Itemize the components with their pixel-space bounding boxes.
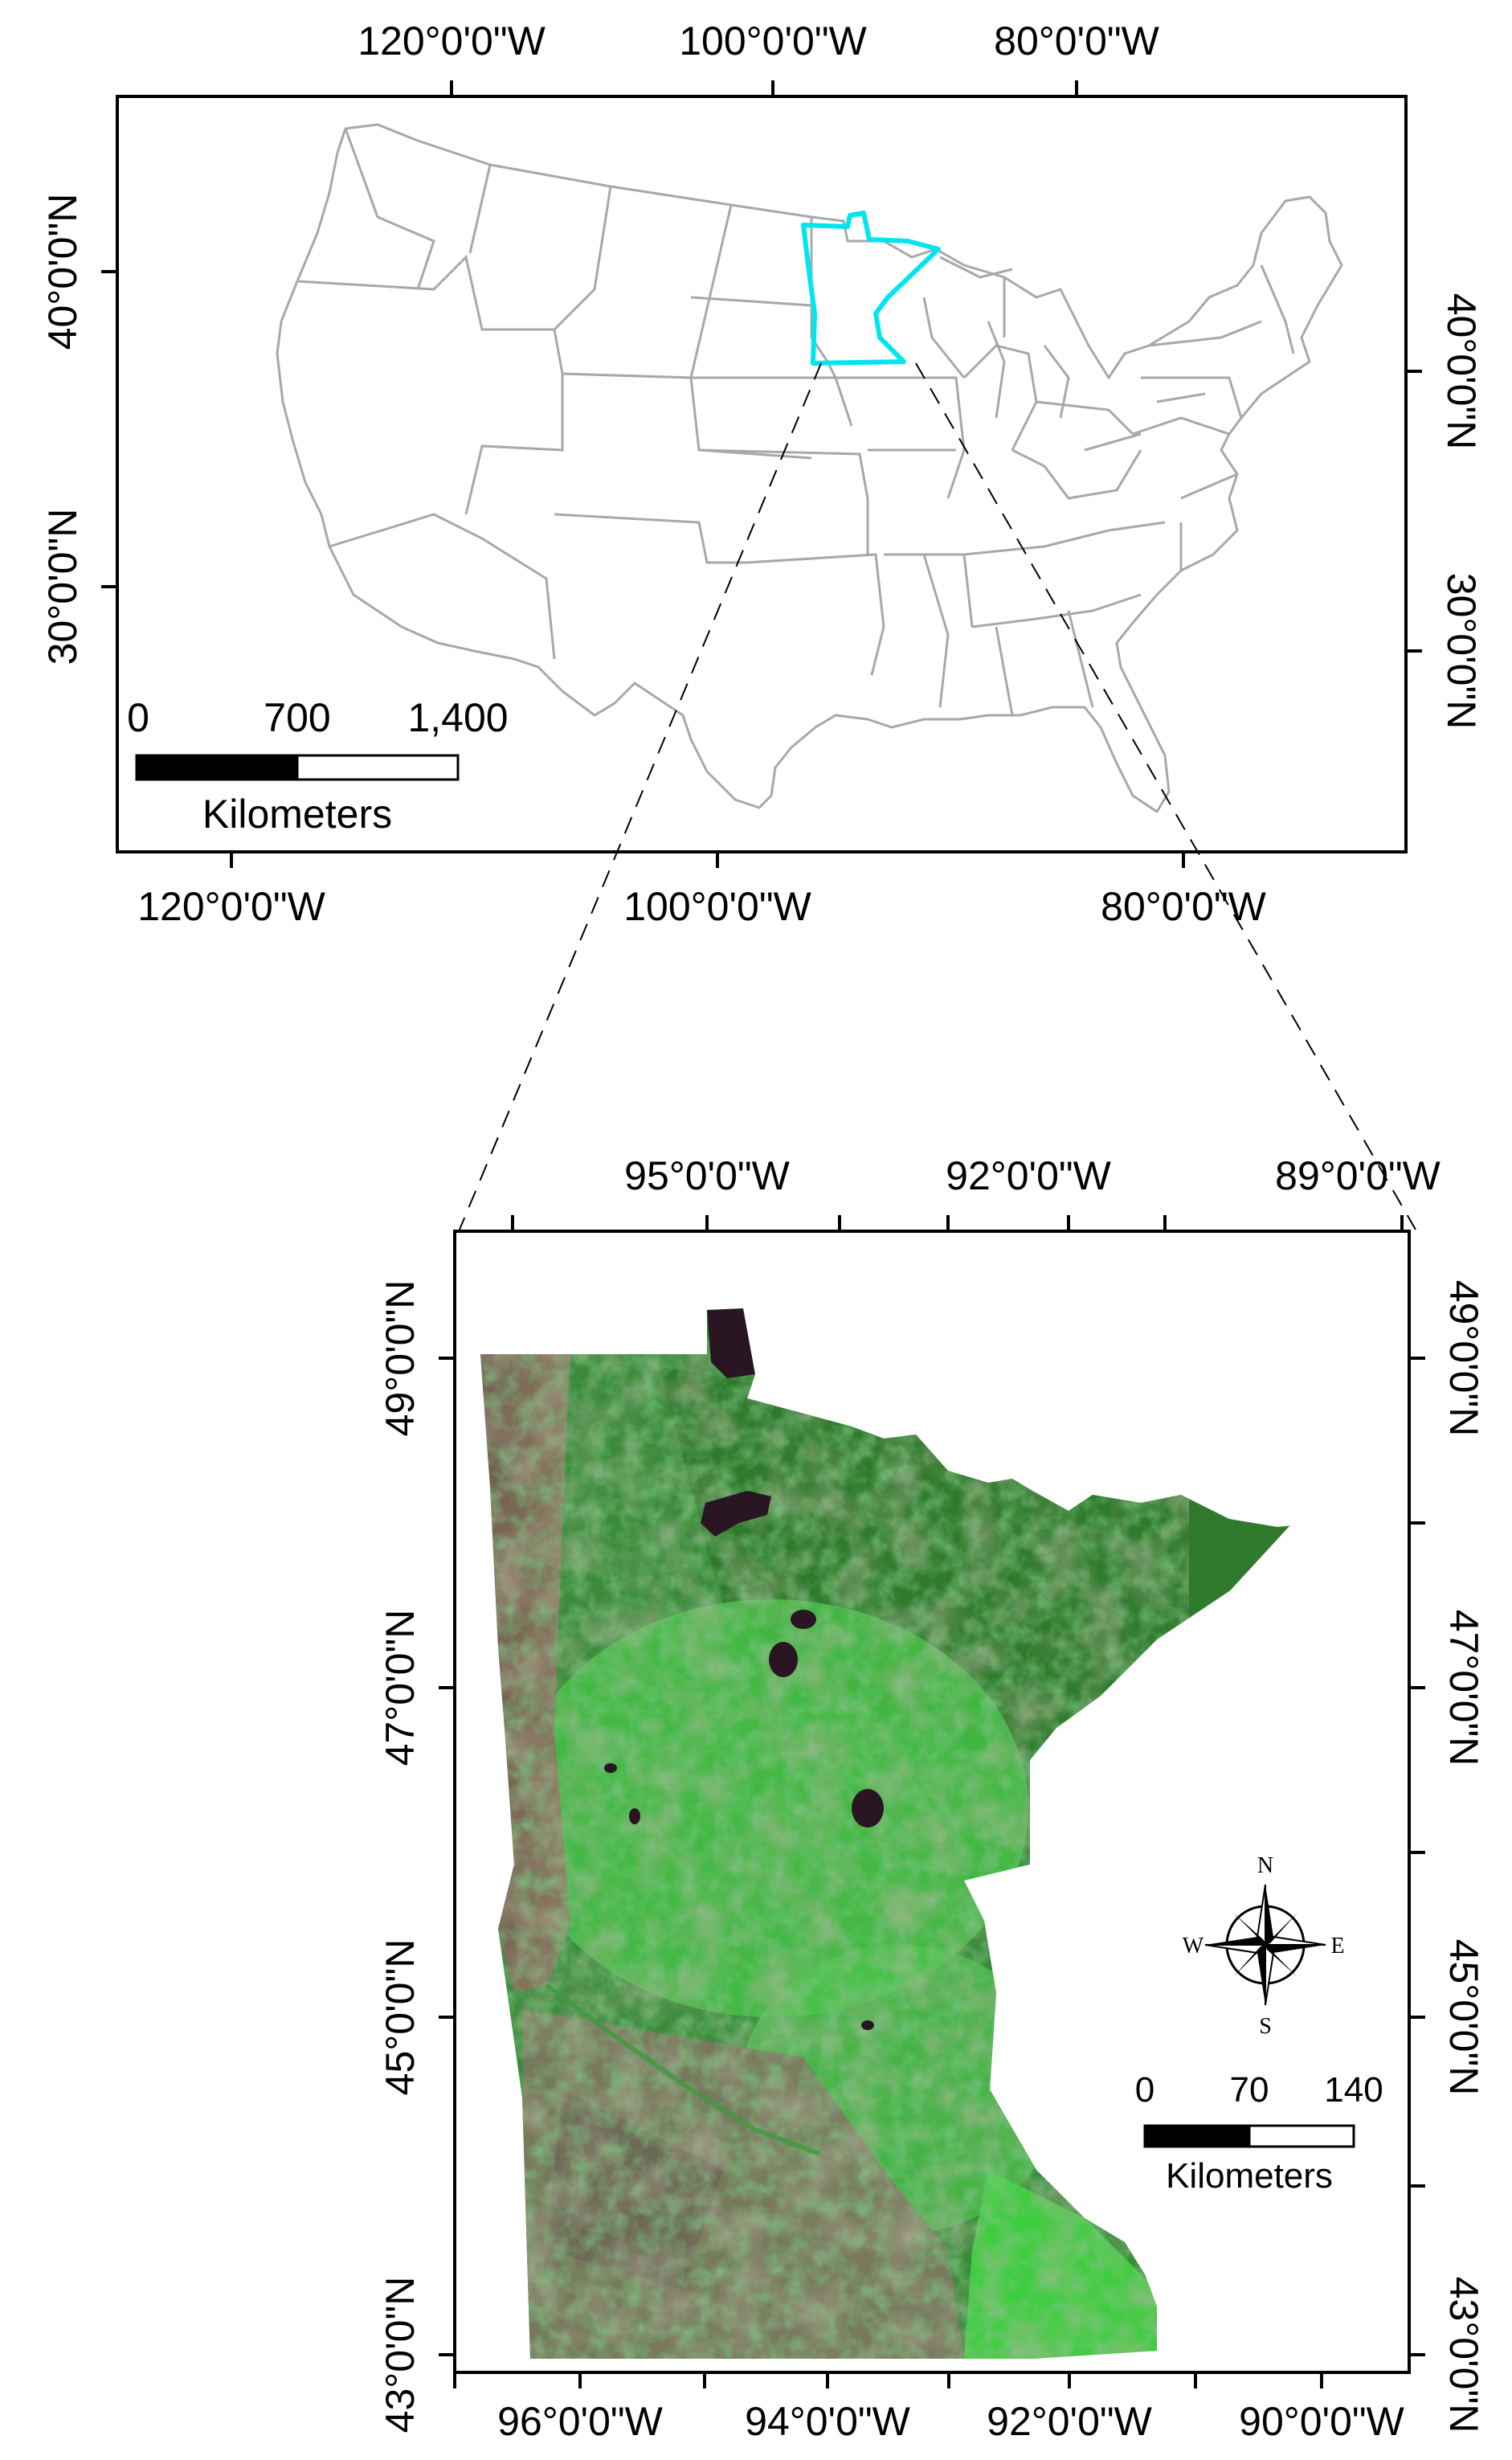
minnesota-satellite-image: [480, 1308, 1322, 2359]
minnesota-highlight: [801, 211, 941, 366]
overview-left-lat-1: 40°0'0"N: [40, 194, 85, 350]
overview-left-ticks: [101, 270, 117, 588]
detail-right-lat-2: 47°0'0"N: [1441, 1610, 1486, 1766]
detail-map: 95°0'0"W 92°0'0"W 89°0'0"W 96°0'0"W 94°0…: [378, 1153, 1486, 2444]
overview-top-lon-1: 120°0'0"W: [358, 18, 546, 63]
detail-right-lat-4: 43°0'0"N: [1441, 2277, 1486, 2433]
overview-scale-0: 0: [127, 695, 149, 740]
lakes: [604, 1308, 996, 2030]
overview-right-ticks: [1406, 370, 1422, 653]
zoom-connector-lines: [459, 362, 1416, 1230]
overview-scale-unit: Kilometers: [202, 792, 392, 837]
detail-bottom-ticks: [453, 2372, 1323, 2388]
overview-bottom-ticks: [230, 852, 1185, 868]
detail-scale-0: 0: [1135, 2070, 1154, 2110]
overview-left-lat-2: 30°0'0"N: [40, 509, 85, 665]
detail-bottom-lon-2: 94°0'0"W: [745, 2399, 911, 2444]
detail-top-lon-1: 95°0'0"W: [624, 1153, 791, 1198]
compass-north: N: [1257, 1853, 1273, 1878]
detail-scale-70: 70: [1230, 2070, 1269, 2110]
detail-left-ticks: [439, 1357, 455, 2356]
detail-left-lat-3: 45°0'0"N: [378, 1939, 423, 2096]
detail-right-lat-1: 49°0'0"N: [1441, 1280, 1486, 1437]
overview-scale-bar: [135, 754, 460, 781]
compass-rose-icon: [1204, 1884, 1326, 2006]
overview-scale-1400: 1,400: [407, 695, 508, 740]
overview-top-ticks: [450, 80, 1078, 96]
detail-bottom-lon-1: 96°0'0"W: [497, 2399, 664, 2444]
compass-east: E: [1330, 1934, 1344, 1959]
detail-bottom-lon-3: 92°0'0"W: [987, 2399, 1153, 2444]
detail-left-lat-2: 47°0'0"N: [378, 1610, 423, 1766]
overview-scale-700: 700: [264, 695, 330, 740]
overview-bottom-lon-2: 100°0'0"W: [623, 884, 811, 929]
detail-scale-unit: Kilometers: [1166, 2156, 1333, 2196]
overview-bottom-lon-3: 80°0'0"W: [1101, 884, 1267, 929]
detail-right-ticks: [1409, 1357, 1425, 2356]
detail-scale-bar: [1143, 2124, 1355, 2148]
detail-left-lat-1: 49°0'0"N: [378, 1280, 423, 1437]
overview-map-frame: [116, 95, 1408, 853]
detail-right-lat-3: 45°0'0"N: [1441, 1939, 1486, 2096]
overview-right-lat-2: 30°0'0"N: [1439, 573, 1484, 730]
overview-map: 120°0'0"W 100°0'0"W 80°0'0"W 120°0'0"W 1…: [40, 18, 1484, 929]
compass-west: W: [1183, 1934, 1204, 1959]
detail-scale-140: 140: [1324, 2070, 1383, 2110]
overview-top-lon-3: 80°0'0"W: [994, 18, 1160, 63]
detail-top-lon-3: 89°0'0"W: [1275, 1153, 1441, 1198]
state-boundaries: [296, 128, 1295, 716]
detail-top-lon-2: 92°0'0"W: [946, 1153, 1112, 1198]
detail-left-lat-4: 43°0'0"N: [378, 2277, 423, 2433]
compass-south: S: [1259, 2014, 1272, 2039]
great-lakes: [939, 256, 1206, 452]
overview-top-lon-2: 100°0'0"W: [679, 18, 867, 63]
detail-bottom-lon-4: 90°0'0"W: [1239, 2399, 1405, 2444]
detail-top-ticks: [511, 1215, 1404, 1231]
overview-right-lat-1: 40°0'0"N: [1439, 293, 1484, 450]
overview-bottom-lon-1: 120°0'0"W: [137, 884, 325, 929]
detail-map-frame: [453, 1230, 1411, 2374]
